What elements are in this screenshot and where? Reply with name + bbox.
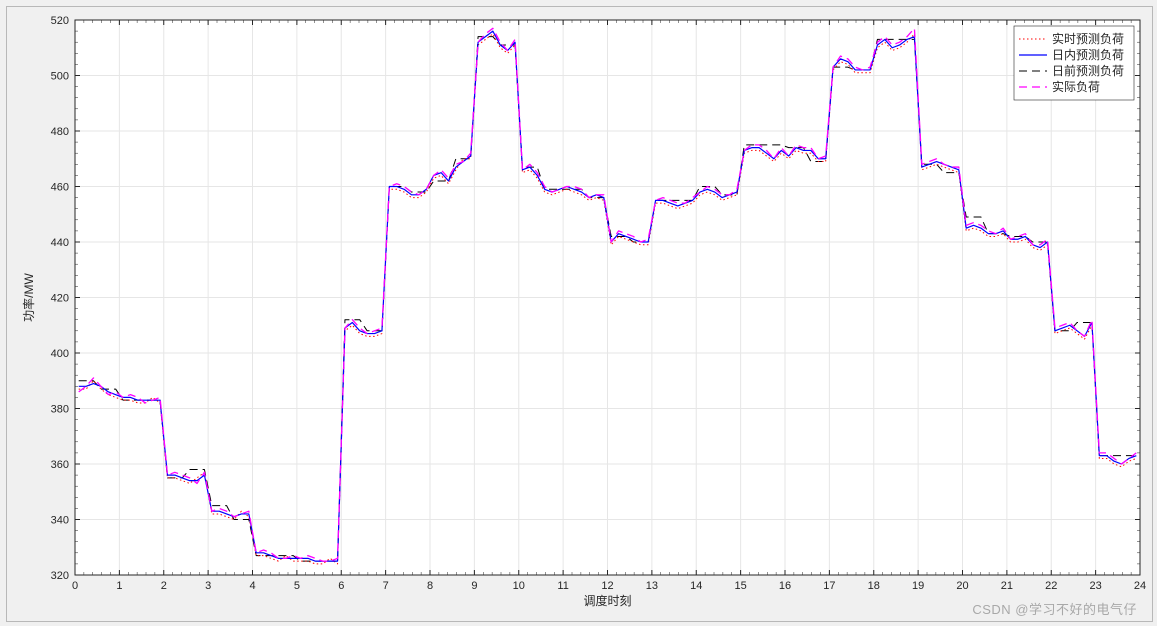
x-tick-label: 17 <box>823 580 835 592</box>
y-tick-label: 320 <box>51 570 69 582</box>
legend-label: 实时预测负荷 <box>1052 31 1124 46</box>
y-tick-label: 340 <box>51 515 69 527</box>
x-tick-label: 20 <box>956 580 968 592</box>
y-tick-label: 420 <box>51 293 69 305</box>
x-tick-label: 6 <box>338 580 344 592</box>
legend-label: 日前预测负荷 <box>1052 63 1124 78</box>
x-tick-label: 11 <box>557 580 568 592</box>
x-tick-label: 3 <box>205 580 211 592</box>
x-tick-label: 13 <box>646 580 658 592</box>
x-tick-label: 5 <box>294 580 300 592</box>
x-tick-label: 0 <box>72 580 78 592</box>
x-tick-label: 22 <box>1045 580 1057 592</box>
y-tick-label: 360 <box>51 459 69 471</box>
x-tick-label: 14 <box>690 580 702 592</box>
y-tick-label: 520 <box>51 15 69 27</box>
x-tick-label: 1 <box>116 580 122 592</box>
chart-container: 0123456789101112131415161718192021222324… <box>0 0 1157 626</box>
x-tick-label: 16 <box>779 580 791 592</box>
legend-label: 日内预测负荷 <box>1052 48 1124 62</box>
y-tick-label: 460 <box>51 182 69 194</box>
x-tick-label: 23 <box>1090 580 1102 592</box>
plot-svg: 0123456789101112131415161718192021222324… <box>0 0 1157 626</box>
x-axis-label: 调度时刻 <box>583 593 631 608</box>
legend-label: 实际负荷 <box>1052 79 1100 94</box>
x-tick-label: 12 <box>601 580 613 592</box>
x-tick-label: 19 <box>912 580 924 592</box>
legend: 实时预测负荷日内预测负荷日前预测负荷实际负荷 <box>1014 26 1134 100</box>
y-tick-label: 400 <box>51 348 69 360</box>
x-tick-label: 10 <box>513 580 525 592</box>
y-tick-label: 500 <box>51 71 69 83</box>
x-tick-label: 21 <box>1001 580 1013 592</box>
x-tick-label: 7 <box>383 580 389 592</box>
y-tick-label: 480 <box>51 126 69 138</box>
y-tick-label: 440 <box>51 237 69 249</box>
x-tick-label: 8 <box>427 580 433 592</box>
x-tick-label: 4 <box>249 580 255 592</box>
y-axis-label: 功率/MW <box>21 273 36 322</box>
y-tick-label: 380 <box>51 404 69 416</box>
x-tick-label: 15 <box>735 580 747 592</box>
x-tick-label: 24 <box>1134 580 1146 592</box>
x-tick-label: 9 <box>471 580 477 592</box>
x-tick-label: 18 <box>868 580 880 592</box>
x-tick-label: 2 <box>161 580 167 592</box>
